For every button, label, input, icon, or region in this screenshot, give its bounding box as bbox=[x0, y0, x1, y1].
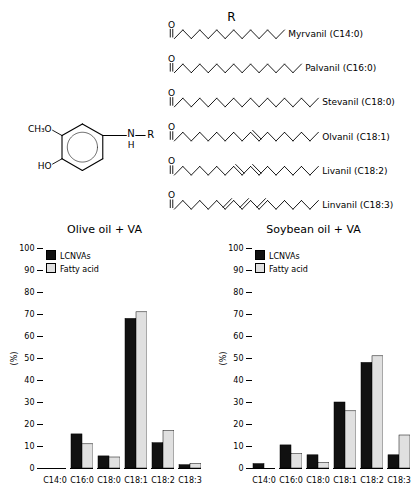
html-text:Fatty acid: Fatty acid bbox=[60, 265, 99, 274]
html-text:LCNVAs: LCNVAs bbox=[269, 252, 300, 261]
svg-text:40: 40 bbox=[233, 376, 243, 385]
svg-text:Livanil (C18:2): Livanil (C18:2) bbox=[322, 166, 387, 176]
html-text:LCNVAs: LCNVAs bbox=[60, 252, 91, 261]
svg-text:80: 80 bbox=[24, 288, 34, 297]
svg-text:Olvanil (C18:1): Olvanil (C18:1) bbox=[322, 132, 390, 142]
html-text:Soybean oil + VA: Soybean oil + VA bbox=[266, 223, 361, 236]
svg-text:C18:1: C18:1 bbox=[333, 476, 357, 485]
svg-text:100: 100 bbox=[228, 244, 243, 253]
svg-text:C16:0: C16:0 bbox=[279, 476, 303, 485]
svg-text:Myrvanil (C14:0): Myrvanil (C14:0) bbox=[288, 29, 363, 39]
svg-text:0: 0 bbox=[238, 464, 243, 473]
svg-text:50: 50 bbox=[24, 354, 34, 363]
svg-text:60: 60 bbox=[24, 332, 34, 341]
svg-text:C18:2: C18:2 bbox=[151, 476, 175, 485]
svg-text:10: 10 bbox=[233, 442, 243, 451]
svg-text:20: 20 bbox=[24, 420, 34, 429]
svg-text:40: 40 bbox=[24, 376, 34, 385]
svg-text:Stevanil (C18:0): Stevanil (C18:0) bbox=[322, 97, 395, 107]
svg-text:Linvanil (C18:3): Linvanil (C18:3) bbox=[322, 200, 393, 210]
svg-text:N: N bbox=[127, 128, 134, 139]
html-text:Olive oil + VA: Olive oil + VA bbox=[67, 223, 142, 236]
svg-text:O: O bbox=[168, 190, 175, 200]
svg-text:30: 30 bbox=[24, 398, 34, 407]
svg-text:10: 10 bbox=[24, 442, 34, 451]
svg-text:C18:0: C18:0 bbox=[97, 476, 121, 485]
svg-text:20: 20 bbox=[233, 420, 243, 429]
svg-text:C16:0: C16:0 bbox=[70, 476, 94, 485]
svg-text:C18:2: C18:2 bbox=[360, 476, 384, 485]
svg-text:C18:3: C18:3 bbox=[178, 476, 202, 485]
svg-text:CH₃O: CH₃O bbox=[28, 124, 52, 134]
svg-text:(%): (%) bbox=[10, 352, 19, 366]
svg-text:C18:1: C18:1 bbox=[124, 476, 148, 485]
svg-text:HO: HO bbox=[38, 161, 52, 171]
svg-text:30: 30 bbox=[233, 398, 243, 407]
svg-text:C14:0: C14:0 bbox=[43, 476, 67, 485]
svg-text:50: 50 bbox=[233, 354, 243, 363]
svg-text:100: 100 bbox=[19, 244, 34, 253]
svg-text:70: 70 bbox=[233, 310, 243, 319]
svg-text:R: R bbox=[147, 129, 154, 140]
svg-text:O: O bbox=[168, 20, 175, 30]
svg-text:0: 0 bbox=[29, 464, 34, 473]
svg-text:C14:0: C14:0 bbox=[252, 476, 276, 485]
svg-text:O: O bbox=[168, 88, 175, 98]
svg-text:Palvanil (C16:0): Palvanil (C16:0) bbox=[305, 63, 376, 73]
svg-text:70: 70 bbox=[24, 310, 34, 319]
svg-text:H: H bbox=[128, 140, 135, 150]
svg-text:(%): (%) bbox=[219, 352, 228, 366]
svg-text:O: O bbox=[168, 122, 175, 132]
svg-text:C18:3: C18:3 bbox=[387, 476, 411, 485]
svg-text:80: 80 bbox=[233, 288, 243, 297]
svg-text:90: 90 bbox=[233, 266, 243, 275]
svg-text:60: 60 bbox=[233, 332, 243, 341]
svg-text:O: O bbox=[168, 156, 175, 166]
svg-text:C18:0: C18:0 bbox=[306, 476, 330, 485]
svg-text:R: R bbox=[227, 10, 235, 24]
svg-text:O: O bbox=[168, 54, 175, 64]
svg-text:90: 90 bbox=[24, 266, 34, 275]
html-text:Fatty acid: Fatty acid bbox=[269, 265, 308, 274]
